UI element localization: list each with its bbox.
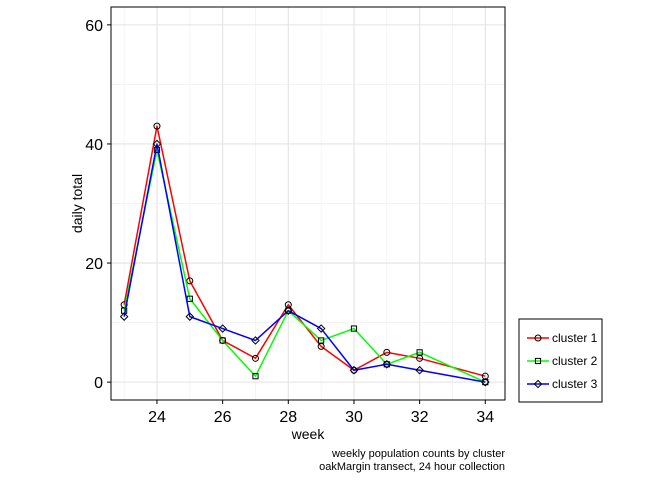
x-tick-label: 30 xyxy=(345,409,363,426)
data-point xyxy=(349,365,359,375)
legend-marker xyxy=(533,379,543,389)
y-axis: 0 20 40 60 xyxy=(85,18,111,392)
data-point xyxy=(383,348,391,356)
x-axis: 24 26 28 30 32 34 xyxy=(148,400,494,426)
data-point xyxy=(382,359,392,369)
data-point xyxy=(283,306,293,315)
x-tick-label: 26 xyxy=(214,409,232,426)
data-point xyxy=(416,349,423,356)
legend-label: cluster 2 xyxy=(552,354,598,368)
data-point xyxy=(318,337,325,344)
legend-label: cluster 3 xyxy=(552,377,598,391)
caption-line-2: oakMargin transect, 24 hour collection xyxy=(319,461,505,473)
x-tick-label: 24 xyxy=(148,409,166,426)
data-point xyxy=(251,354,259,362)
series-layer xyxy=(119,122,490,387)
legend-marker xyxy=(534,334,542,342)
series-line xyxy=(123,143,486,383)
y-tick-label: 40 xyxy=(85,137,103,154)
data-point xyxy=(186,295,193,302)
y-tick-label: 20 xyxy=(85,256,103,273)
legend-label: cluster 1 xyxy=(552,331,598,345)
x-tick-label: 32 xyxy=(411,409,429,426)
data-point xyxy=(252,373,259,380)
data-point xyxy=(316,324,326,333)
plot-border xyxy=(110,6,506,401)
data-point xyxy=(218,324,227,333)
caption-line-1: weekly population counts by cluster xyxy=(331,448,505,460)
data-point xyxy=(285,307,292,314)
data-point xyxy=(251,336,260,345)
series-line xyxy=(123,125,486,377)
series-1 xyxy=(120,122,489,380)
legend-marker xyxy=(534,357,542,365)
series-line xyxy=(123,149,486,383)
data-point xyxy=(153,122,161,130)
y-tick-label: 0 xyxy=(94,375,103,392)
data-point xyxy=(219,337,226,344)
data-point xyxy=(186,277,194,285)
x-axis-title: week xyxy=(291,426,326,442)
x-tick-label: 28 xyxy=(279,409,297,426)
y-tick-label: 60 xyxy=(85,18,103,35)
legend-item: cluster 3 xyxy=(527,377,598,391)
data-point xyxy=(480,377,490,387)
y-axis-title: daily total xyxy=(69,174,85,233)
data-point xyxy=(119,312,129,321)
series-3 xyxy=(119,139,490,387)
data-point xyxy=(185,312,195,321)
legend-item: cluster 1 xyxy=(527,331,598,345)
data-point xyxy=(350,325,358,332)
data-point xyxy=(415,365,424,375)
grid xyxy=(111,7,505,400)
series-2 xyxy=(121,146,489,386)
data-point xyxy=(152,139,162,149)
x-tick-label: 34 xyxy=(476,409,494,426)
legend: cluster 1 cluster 2 cluster 3 xyxy=(518,318,603,403)
legend-item: cluster 2 xyxy=(527,354,598,368)
